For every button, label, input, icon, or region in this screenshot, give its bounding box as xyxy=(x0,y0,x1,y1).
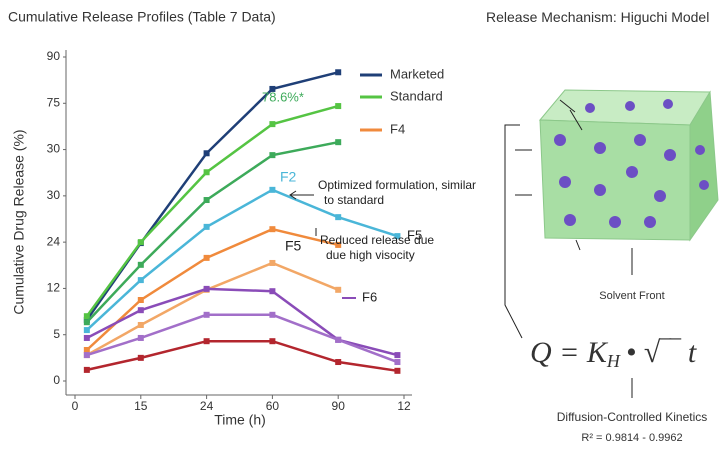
annotation: F2 xyxy=(280,169,297,185)
annotation: Reduced release due due high visocity xyxy=(320,233,434,262)
legend-label: Marketed xyxy=(390,66,444,81)
annotation: 78.6%* xyxy=(262,89,304,104)
point xyxy=(83,313,90,320)
arrows xyxy=(504,99,633,398)
y-tick-label: 30 xyxy=(47,188,61,202)
diagram-title-text: Release Mechanism: Higuchi Model xyxy=(486,9,709,25)
x-tick-label: 24 xyxy=(200,399,214,413)
point xyxy=(335,139,342,146)
point xyxy=(203,169,210,176)
point xyxy=(269,311,276,318)
point xyxy=(137,321,144,328)
x-tick-label: 0 xyxy=(72,399,79,413)
point xyxy=(335,286,342,293)
point xyxy=(335,241,342,248)
legend-label: F4 xyxy=(390,121,405,136)
point xyxy=(137,334,144,341)
point xyxy=(83,319,90,326)
point xyxy=(137,239,144,246)
point xyxy=(137,261,144,268)
particles xyxy=(554,99,709,228)
y-tick-label: 24 xyxy=(47,234,61,248)
y-tick-label: 5 xyxy=(53,327,60,341)
point xyxy=(335,336,342,343)
point xyxy=(83,346,90,353)
y-axis-label: Cumulative Drug Release (%) xyxy=(11,129,27,314)
point xyxy=(269,259,276,266)
equation: Q = KH • √‾‾ t xyxy=(530,336,697,371)
r2: R² = 0.9814 - 0.9962 xyxy=(581,432,682,444)
point xyxy=(203,197,210,204)
point xyxy=(137,354,144,361)
point xyxy=(335,69,342,76)
diagram: Release Mechanism: Higuchi Model Solvent… xyxy=(486,9,719,444)
x-tick-label: 15 xyxy=(134,399,148,413)
x-axis-label: Time (h) xyxy=(214,412,266,428)
series-line xyxy=(86,339,398,373)
series-line xyxy=(85,188,398,332)
point xyxy=(137,297,144,303)
annotation-arrow xyxy=(289,190,314,200)
point xyxy=(269,288,276,295)
point xyxy=(269,338,276,345)
chart-title: Cumulative Release Profiles (Table 7 Dat… xyxy=(8,9,276,25)
y-tick-label: 0 xyxy=(53,373,60,387)
point xyxy=(394,233,401,240)
point xyxy=(269,152,276,159)
x-tick-label: 90 xyxy=(332,399,346,413)
eq-sub: H xyxy=(606,351,621,371)
point xyxy=(269,121,276,128)
y-tick-label: 75 xyxy=(47,95,61,109)
x-tick-label: 60 xyxy=(266,399,280,413)
point xyxy=(203,223,210,230)
point xyxy=(269,186,276,193)
point xyxy=(203,254,210,261)
y-tick-label: 90 xyxy=(47,49,61,63)
point xyxy=(394,352,401,359)
annotation: F5 xyxy=(407,227,422,242)
x-tick-label: 12 xyxy=(397,399,411,413)
diagram-title: Release Mechanism: Higuchi Model xyxy=(486,9,709,25)
point xyxy=(83,327,90,334)
annotation: Optimized formulation, similar to standar… xyxy=(318,178,476,207)
cube-side xyxy=(689,90,719,242)
eq-lhs: Q = K xyxy=(530,336,609,369)
legend-label: Standard xyxy=(390,88,443,103)
annotation: F6 xyxy=(362,289,377,304)
point xyxy=(203,311,210,318)
point xyxy=(137,307,144,314)
point xyxy=(83,366,90,373)
point xyxy=(269,85,276,92)
eq-rhs: • √‾‾ t xyxy=(626,336,697,369)
point xyxy=(335,359,342,366)
point xyxy=(203,150,210,157)
point xyxy=(335,214,342,221)
point xyxy=(83,352,90,359)
cube-top xyxy=(538,89,711,126)
point xyxy=(203,338,210,345)
y-tick-label: 30 xyxy=(47,142,61,156)
point xyxy=(203,285,210,292)
solvent-label: Solvent Front xyxy=(599,290,664,302)
y-tick-label: 12 xyxy=(47,281,61,295)
point xyxy=(83,334,90,341)
point xyxy=(394,359,401,366)
series-line xyxy=(86,313,398,364)
annotation: F5 xyxy=(285,238,302,254)
point xyxy=(269,226,276,233)
point xyxy=(335,103,342,110)
series-line xyxy=(85,104,339,317)
kinetics: Diffusion-Controlled Kinetics xyxy=(557,410,708,424)
point xyxy=(394,367,401,374)
point xyxy=(137,277,144,284)
